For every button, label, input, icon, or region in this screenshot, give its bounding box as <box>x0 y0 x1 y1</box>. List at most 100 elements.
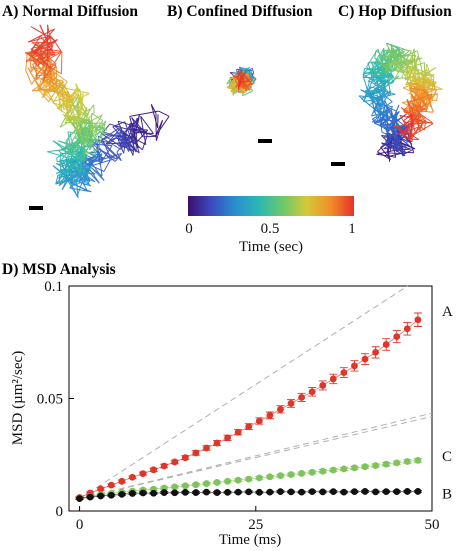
trajectory-a-segment <box>25 51 31 54</box>
trajectory-a-segment <box>52 97 66 102</box>
data-point-A <box>329 375 337 383</box>
data-point-B <box>340 488 348 496</box>
trajectory-a-segment <box>140 116 154 134</box>
data-point-C <box>234 476 242 484</box>
trajectory-c-segment <box>420 123 423 126</box>
trajectory-a-segment <box>34 51 48 61</box>
trajectory-c-segment <box>398 126 419 135</box>
trajectory-a-segment <box>61 159 70 170</box>
trajectory-a-segment <box>75 167 81 185</box>
trajectory-a-segment <box>69 156 86 170</box>
series-tag-A: A <box>442 304 453 320</box>
trajectory-c-segment <box>386 136 392 142</box>
data-point-A <box>192 449 200 457</box>
trajectory-a-segment <box>83 142 97 148</box>
trajectory-a-segment <box>120 139 128 150</box>
data-point-A <box>203 444 210 452</box>
trajectory-c-segment <box>404 65 409 81</box>
trajectory-a-segment <box>30 26 56 42</box>
trajectory-c-segment <box>413 79 430 84</box>
trajectory-c-segment <box>408 87 422 100</box>
data-point-A <box>171 458 179 466</box>
trajectory-a-segment <box>35 64 53 81</box>
trajectory-c-segment <box>387 53 398 69</box>
trajectory-a-segment <box>27 67 41 89</box>
trajectory-c-segment <box>411 125 423 136</box>
trajectory-c-segment <box>374 93 396 99</box>
trajectory-a-segment <box>70 138 82 162</box>
series-A-line <box>79 319 419 498</box>
trajectory-c-segment <box>366 48 379 68</box>
trajectory-a-segment <box>154 116 170 138</box>
data-point-C <box>277 472 284 480</box>
trajectory-a-segment <box>93 104 95 113</box>
trajectory-a-segment <box>31 72 58 92</box>
trajectory-c-segment <box>392 104 400 119</box>
trajectory-a-segment <box>58 174 61 185</box>
trajectory-a-segment <box>33 49 51 54</box>
data-point-B <box>393 488 401 496</box>
trajectory-a-segment <box>43 91 63 113</box>
trajectory-b-segment <box>238 68 243 86</box>
trajectory-a-segment <box>65 140 70 155</box>
trajectory-c-segment <box>365 80 386 92</box>
series-tags: A C B <box>442 304 453 503</box>
trajectory-a-segment <box>83 118 91 150</box>
trajectory-a-segment <box>55 67 58 85</box>
trajectory-a-segment <box>124 121 137 153</box>
trajectory-c-segment <box>419 72 432 83</box>
trajectory-a-segment <box>31 48 34 53</box>
trajectory-c-segment <box>400 136 403 152</box>
trajectory-c-segment <box>387 68 394 71</box>
panel-b-title: B) Confined Diffusion <box>167 3 313 20</box>
trajectory-c-segment <box>405 123 411 130</box>
trajectory-a-segment <box>120 134 132 140</box>
trajectory-a-segment <box>78 150 102 183</box>
trajectory-a-segment <box>142 135 157 138</box>
data-point-C <box>319 467 327 475</box>
trajectory-a-segment <box>68 158 88 171</box>
data-point-B <box>298 488 306 496</box>
trajectory-a-segment <box>59 171 62 174</box>
data-point-B <box>76 495 83 503</box>
trajectory-c-segment <box>398 124 414 135</box>
trajectory-a-segment <box>150 104 159 129</box>
trajectory-a-segment <box>60 158 81 177</box>
data-point-B <box>351 488 358 496</box>
trajectory-a-segment <box>79 107 88 134</box>
trajectory-c-segment <box>399 114 434 124</box>
data-point-B <box>372 488 380 496</box>
reference-line-2 <box>79 416 433 500</box>
trajectory-a-segment <box>93 157 118 166</box>
trajectory-a-segment <box>59 161 62 172</box>
trajectory-a-segment <box>45 71 55 79</box>
trajectory-c-segment <box>409 66 412 91</box>
data-point-A <box>372 348 380 356</box>
data-point-A <box>160 462 168 470</box>
data-point-B <box>160 489 168 496</box>
trajectory-c-segment <box>402 48 412 52</box>
trajectory-b-segment <box>237 78 240 90</box>
trajectory-c-segment <box>426 63 432 76</box>
trajectory-c-segment <box>370 61 374 67</box>
trajectory-c-segment <box>390 107 396 124</box>
trajectory-a-segment <box>75 83 84 111</box>
data-point-B <box>277 488 284 496</box>
trajectory-c-segment <box>385 105 390 122</box>
colorbar <box>188 196 354 216</box>
trajectory-c-segment <box>409 109 422 117</box>
data-point-A <box>139 470 147 478</box>
trajectory-a-segment <box>92 120 104 136</box>
trajectory-a-segment <box>109 123 122 128</box>
trajectory-c-segment <box>388 67 404 74</box>
trajectory-c-segment <box>387 81 395 86</box>
trajectory-c-segment <box>417 114 420 128</box>
data-point-B <box>329 488 337 496</box>
trajectory-c-segment <box>379 76 392 79</box>
trajectory-a-segment <box>77 105 89 116</box>
reference-lines <box>79 285 433 500</box>
data-point-A <box>255 417 263 425</box>
trajectory-a-segment <box>25 53 28 71</box>
trajectory-a-segment <box>118 128 124 136</box>
trajectory-a-segment <box>49 65 57 75</box>
